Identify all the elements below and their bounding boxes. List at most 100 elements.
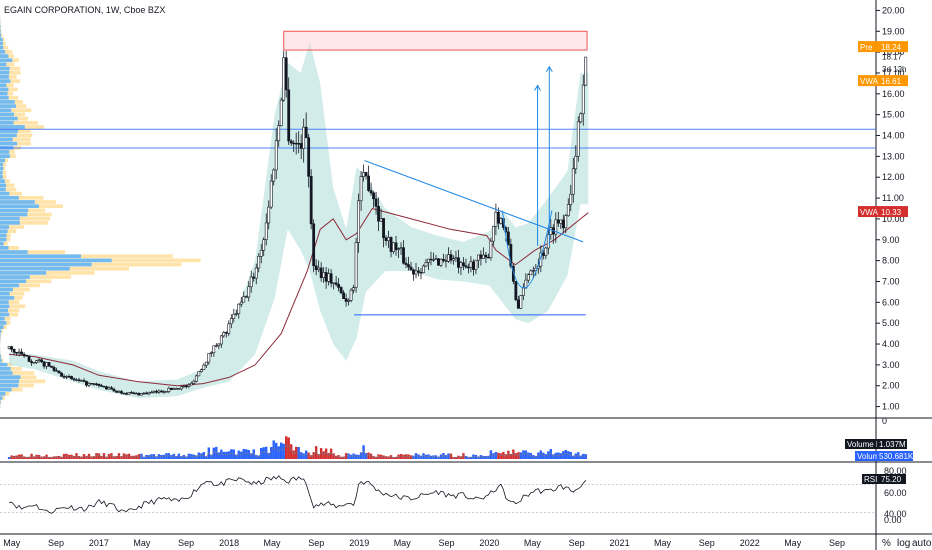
candle-body (337, 284, 341, 288)
volume-bar (107, 454, 111, 459)
candle-body (149, 391, 153, 394)
volume-bar (202, 452, 206, 459)
profile-bar-up (0, 354, 1, 359)
profile-bar-up (0, 120, 14, 125)
candle-body (322, 272, 326, 278)
volume-bar (102, 453, 106, 459)
horizontal-levels[interactable] (0, 128, 876, 149)
volume-bar (277, 446, 280, 459)
volume-bar (212, 447, 216, 459)
percent-toggle[interactable]: % (882, 538, 891, 549)
candle-body (516, 299, 520, 309)
candle-body (389, 237, 393, 252)
volume-bar (195, 455, 198, 459)
volume-bar (247, 449, 250, 459)
profile-bar-up (0, 125, 25, 129)
volume-bar (260, 447, 263, 459)
candle-body (541, 252, 545, 256)
candle-body (174, 388, 178, 390)
profile-bar-up (0, 66, 10, 71)
time-tick-label: 2019 (349, 538, 369, 548)
price-tick-label: 10.00 (882, 214, 905, 224)
profile-bar-total (0, 33, 3, 38)
rsi-tag-value-bg (878, 474, 906, 484)
candle-body (474, 259, 478, 270)
candle-body (384, 237, 388, 242)
candle-body (526, 274, 530, 281)
candle-body (584, 56, 588, 86)
profile-bar-up (0, 225, 9, 229)
candle-body (519, 295, 523, 309)
profile-bar-up (0, 316, 5, 321)
candle-body (482, 254, 485, 259)
time-axis: May Sep 2017 May Sep 2018 May Sep 2019 May Sep 2020… (3, 538, 845, 548)
candle-body (387, 237, 390, 242)
profile-bar-up (0, 321, 7, 325)
candle-body (20, 351, 23, 355)
time-tick-label: Sep (438, 538, 454, 548)
volume-bar (564, 449, 567, 459)
drawings[interactable] (283, 30, 588, 316)
candle-body (192, 381, 196, 384)
time-tick-label: Sep (569, 538, 585, 548)
profile-bar-up (0, 254, 81, 259)
profile-bar-total (0, 20, 1, 25)
candle-body (349, 289, 353, 301)
candle-body (544, 247, 548, 256)
candle-body (392, 242, 395, 252)
candle-body (65, 376, 68, 378)
price-info-label: 3d 12h (882, 65, 906, 74)
price-tick-label: 15.00 (882, 110, 905, 120)
volume-bar (145, 455, 148, 459)
volume-profile (0, 16, 201, 409)
candle-body (127, 392, 131, 395)
profile-bar-up (0, 283, 20, 288)
volume-bar (429, 455, 433, 459)
volume-bar (187, 453, 191, 459)
volume-bar (87, 453, 91, 459)
volume-bar (382, 455, 385, 459)
volume-bar (62, 453, 66, 459)
profile-bar-total (0, 329, 3, 334)
price-tag-name-bg (858, 41, 878, 53)
time-tick-label: Sep (178, 538, 194, 548)
candle-body (434, 258, 438, 260)
candle-body (294, 142, 298, 145)
profile-bar-up (0, 37, 3, 42)
profile-bar-total (0, 241, 8, 246)
candle-body (499, 218, 503, 224)
profile-bar-up (0, 200, 35, 204)
volume-bar (75, 453, 78, 459)
log-toggle[interactable]: log (897, 538, 910, 549)
candle-body (299, 143, 303, 149)
candle-body (232, 313, 236, 319)
candle-body (242, 296, 246, 303)
price-tick-label: 16.00 (882, 89, 905, 99)
auto-toggle[interactable]: auto (912, 538, 932, 549)
candle-body (37, 359, 41, 361)
volume-bar (242, 448, 245, 459)
volume-tag-value: 530.681K (879, 452, 914, 461)
volume-bar (307, 452, 310, 459)
price-tick-label: 14.00 (882, 131, 905, 141)
price-tick-label: 6.00 (882, 297, 900, 307)
profile-bar-up (0, 379, 19, 384)
profile-bar-up (0, 312, 10, 317)
candle-body (237, 303, 241, 314)
volume-bar (147, 455, 151, 459)
price-tick-label: 19.00 (882, 26, 905, 36)
candle-body (189, 382, 193, 386)
volume-bar (117, 453, 121, 459)
profile-bar-total (0, 254, 173, 259)
profile-bar-total (0, 120, 39, 125)
profile-bar-up (0, 150, 10, 154)
candle-body (262, 239, 266, 251)
profile-bar-up (0, 216, 20, 221)
candle-body (521, 287, 525, 296)
volume-bar (442, 453, 445, 459)
time-tick-label: May (394, 538, 412, 548)
profile-bar-up (0, 162, 4, 167)
profile-bar-up (0, 204, 39, 209)
candle-body (462, 262, 465, 267)
